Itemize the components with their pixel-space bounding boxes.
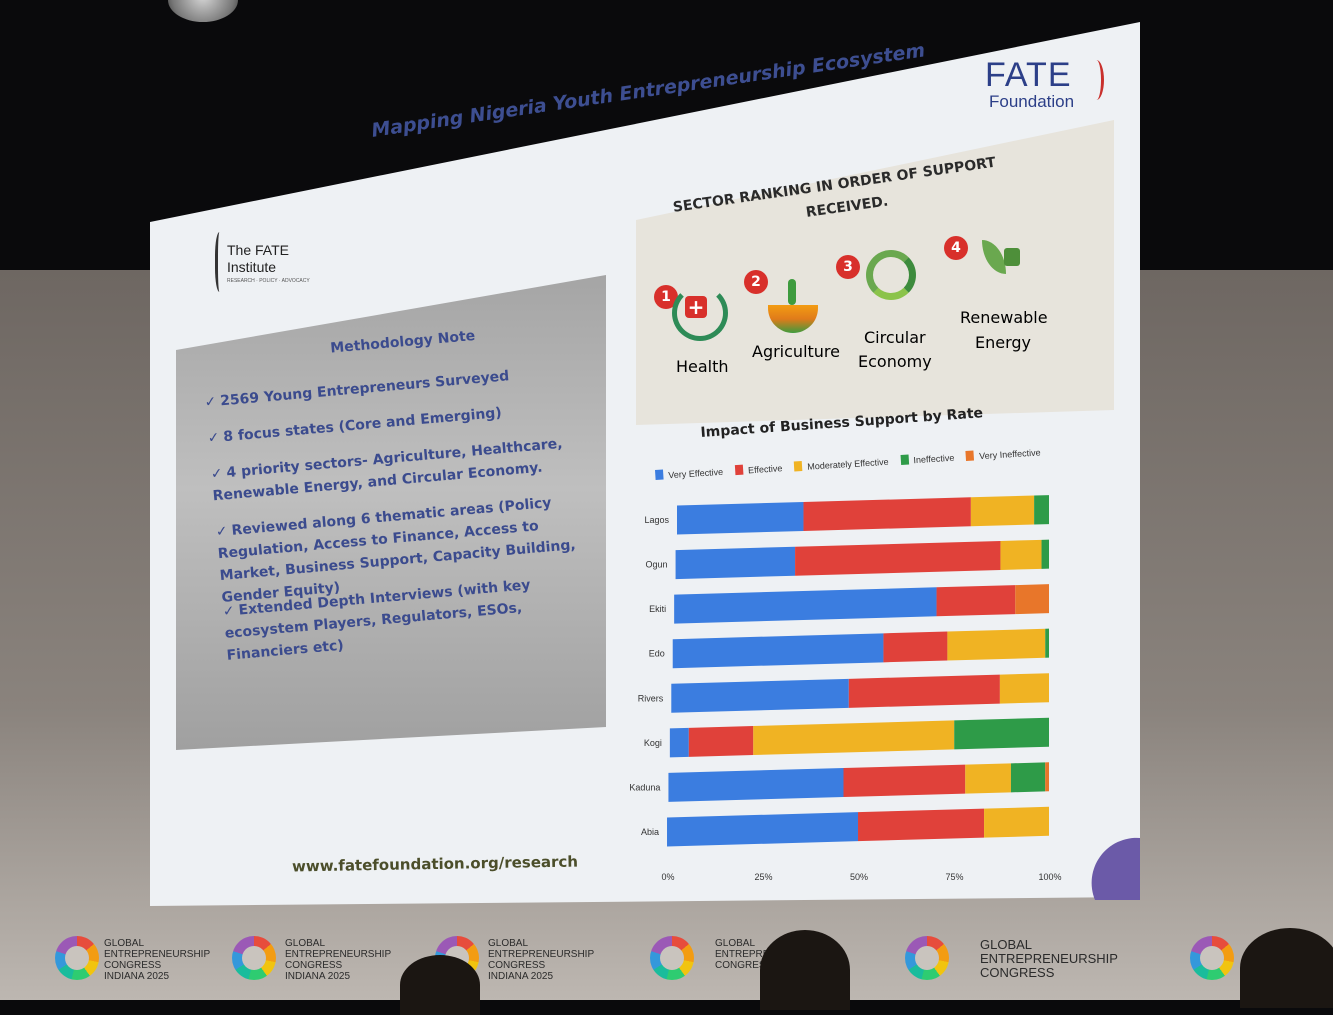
rank-badge: 2	[744, 270, 768, 294]
bar-segment	[947, 628, 1046, 661]
sector-label-energy: Energy	[975, 333, 1032, 352]
sector-label-circular: Circular	[864, 328, 926, 347]
sector-label-economy: Economy	[858, 352, 932, 371]
bar-segment	[970, 495, 1035, 527]
bar-segment	[669, 727, 689, 758]
fate-swoosh-icon	[1089, 60, 1104, 100]
institute-line1: The FATE	[227, 242, 289, 258]
stethoscope-icon: +	[672, 285, 728, 341]
projector	[168, 0, 238, 22]
institute-tagline: RESEARCH · POLICY · ADVOCACY	[227, 278, 310, 284]
category-label: Ekiti	[649, 604, 666, 614]
category-label: Abia	[641, 827, 659, 837]
bar-segment	[667, 812, 859, 847]
category-label: Kaduna	[629, 782, 660, 792]
fate-foundation-logo: FATE Foundation	[985, 56, 1104, 112]
bar-segment	[848, 674, 1000, 708]
recycle-icon	[866, 250, 916, 300]
bar-segment	[843, 764, 966, 798]
gec-ring-icon	[232, 936, 276, 980]
audience-head	[760, 930, 850, 1010]
sector-label-agriculture: Agriculture	[752, 342, 840, 361]
bar-segment	[688, 726, 754, 757]
category-label: Lagos	[644, 515, 669, 525]
x-tick-label: 75%	[945, 872, 963, 882]
gec-banner-text: GLOBAL ENTREPRENEURSHIP CONGRESS INDIANA 20…	[488, 938, 595, 982]
gec-banner-text: GLOBAL ENTREPRENEURSHIP CONGRESS INDIANA 20…	[285, 938, 392, 982]
bar-segment	[1041, 539, 1049, 569]
bar-segment	[1015, 584, 1049, 615]
bar-segment	[1034, 495, 1049, 525]
bar-segment	[795, 540, 1001, 576]
bar-segment	[675, 546, 796, 580]
gec-ring-icon	[1190, 936, 1234, 980]
x-tick-label: 25%	[754, 872, 772, 882]
bar-segment	[965, 763, 1011, 794]
rank-badge: 3	[836, 255, 860, 279]
slide-corner-accent	[1091, 837, 1140, 900]
bar-segment	[883, 631, 948, 663]
bar-segment	[858, 808, 985, 842]
category-label: Ogun	[646, 560, 668, 570]
x-tick-label: 50%	[850, 872, 868, 882]
bar-segment	[803, 497, 971, 531]
gec-ring-icon	[905, 936, 949, 980]
x-tick-label: 0%	[661, 872, 674, 882]
audience-head	[1240, 928, 1333, 1008]
gec-ring-icon	[650, 936, 694, 980]
bar-segment	[936, 585, 1016, 617]
bar-segment	[674, 587, 937, 624]
bar-segment	[984, 806, 1049, 838]
institute-mark-icon	[215, 232, 226, 292]
bar-segment	[668, 768, 844, 802]
bar-segment	[672, 633, 884, 669]
sector-label-health: Health	[676, 357, 729, 376]
x-tick-label: 100%	[1038, 872, 1061, 882]
sector-label-renewable: Renewable	[960, 308, 1048, 327]
gec-banner-text: GLOBAL ENTREPRENEURSHIP CONGRESS INDIANA 20…	[104, 938, 211, 982]
fate-logo-text: FATE	[985, 56, 1072, 94]
category-label: Edo	[649, 649, 665, 659]
bar-segment	[999, 673, 1049, 704]
leaf-plug-icon	[978, 234, 1022, 278]
bar-segment	[1000, 539, 1042, 570]
bar-segment	[671, 678, 849, 713]
bar-segment	[1010, 762, 1046, 793]
bar-segment	[954, 717, 1049, 750]
audience-head	[400, 955, 480, 1015]
bar-segment	[753, 720, 955, 756]
category-label: Kogi	[644, 738, 662, 748]
methodology-panel	[176, 275, 606, 750]
gec-ring-icon	[55, 936, 99, 980]
rank-badge: 4	[944, 236, 968, 260]
bar-segment	[677, 501, 804, 535]
institute-line2: Institute	[227, 259, 277, 275]
category-label: Rivers	[638, 693, 664, 703]
fate-logo-subtext: Foundation	[989, 92, 1075, 111]
bar-segment	[1045, 762, 1049, 792]
bar-segment	[1045, 628, 1049, 658]
